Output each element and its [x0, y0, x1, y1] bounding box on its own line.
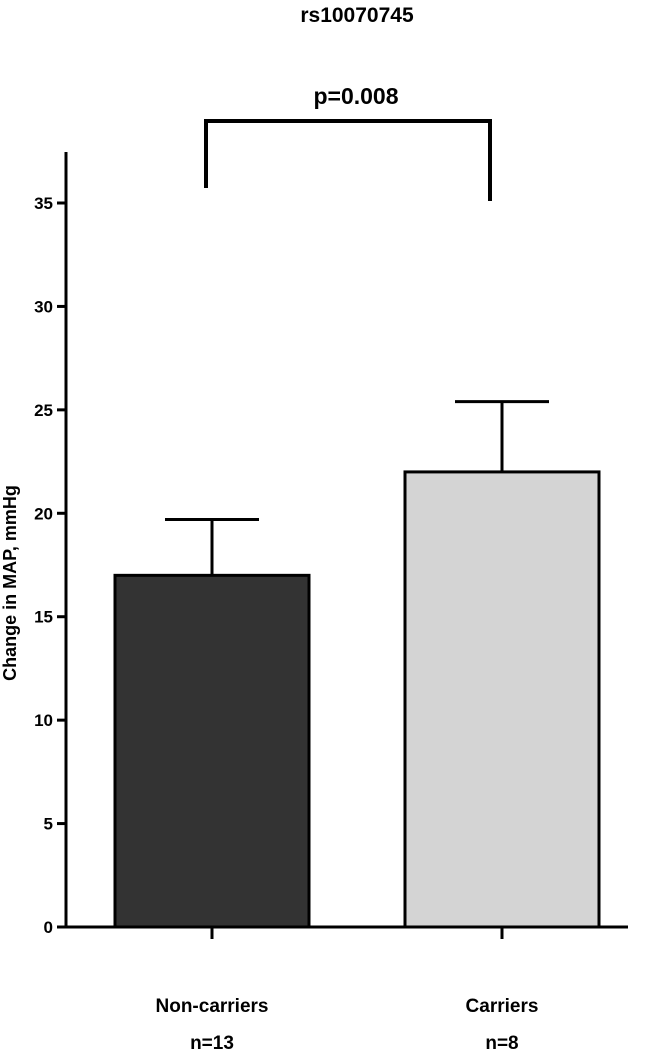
- y-tick-label-20: 20: [34, 504, 53, 523]
- x-axis: Non-carriers n=13 Carriers n=8: [65, 925, 628, 1050]
- p-value-label: p=0.008: [313, 83, 398, 109]
- y-axis-title: Change in MAP, mmHg: [0, 485, 20, 681]
- y-tick-label-35: 35: [34, 194, 53, 213]
- y-tick-label-10: 10: [34, 711, 53, 730]
- n-label-non-carriers: n=13: [190, 1033, 234, 1050]
- bar-carriers: [403, 470, 601, 929]
- y-tick-label-5: 5: [44, 815, 53, 834]
- x-category-label-carriers: Carriers: [466, 996, 539, 1017]
- bar-non-carriers: [113, 573, 311, 929]
- y-axis: 0 5 10 15 20 25 30 35: [34, 152, 68, 937]
- y-tick-label-0: 0: [44, 918, 53, 937]
- chart-title: rs10070745: [300, 4, 414, 27]
- x-category-label-non-carriers: Non-carriers: [156, 996, 269, 1017]
- significance-bracket: p=0.008: [204, 83, 492, 201]
- bars: [113, 400, 601, 929]
- y-tick-label-30: 30: [34, 297, 53, 316]
- y-tick-label-15: 15: [34, 608, 53, 627]
- y-tick-label-25: 25: [34, 401, 53, 420]
- n-label-carriers: n=8: [485, 1033, 518, 1050]
